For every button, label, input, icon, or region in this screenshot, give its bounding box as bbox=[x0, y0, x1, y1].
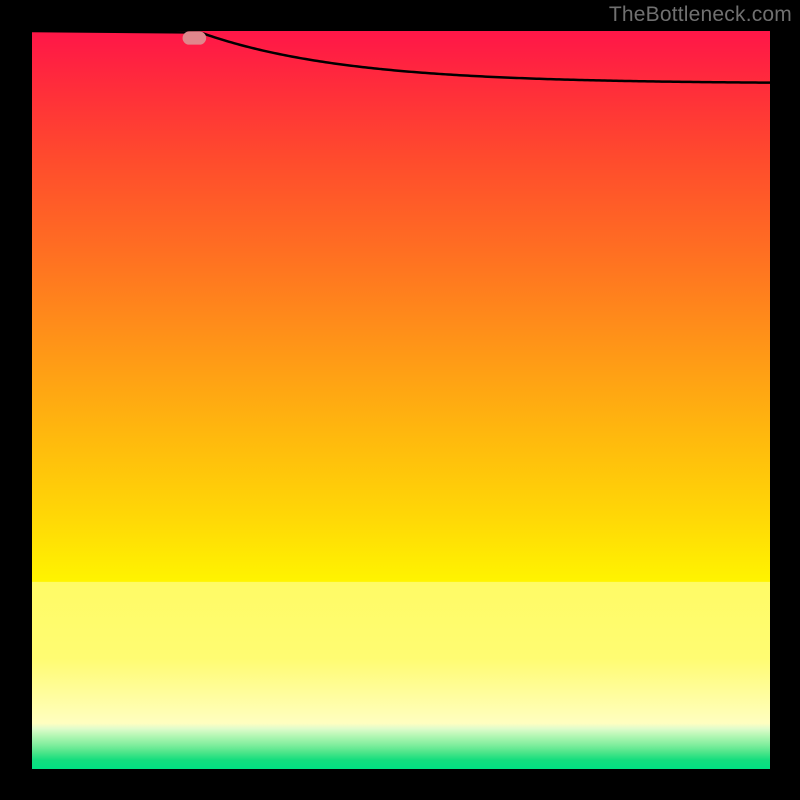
v-curve bbox=[32, 31, 770, 83]
plot-area bbox=[32, 31, 770, 769]
chart-container: TheBottleneck.com bbox=[0, 0, 800, 800]
vertex-marker bbox=[183, 31, 207, 44]
curve-overlay bbox=[32, 31, 770, 769]
watermark-text: TheBottleneck.com bbox=[609, 3, 792, 27]
